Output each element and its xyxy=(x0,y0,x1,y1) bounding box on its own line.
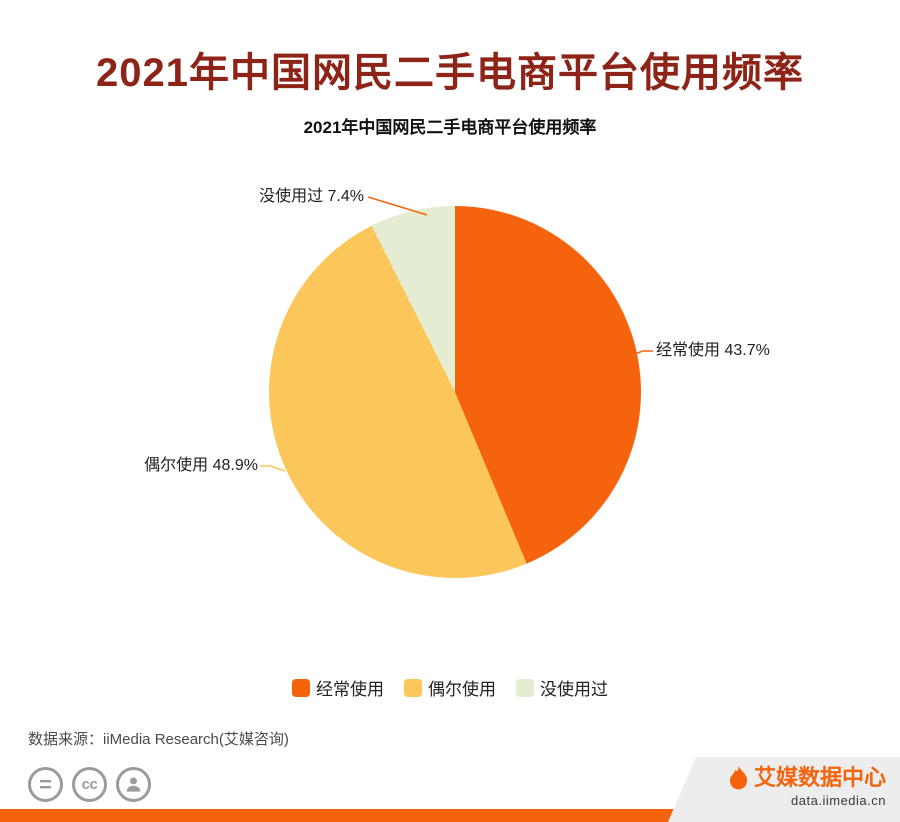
legend-item-occasional: 偶尔使用 xyxy=(404,675,496,700)
legend: 经常使用 偶尔使用 没使用过 xyxy=(0,675,900,700)
legend-item-never: 没使用过 xyxy=(516,675,608,700)
iimedia-logo-icon xyxy=(727,764,750,791)
legend-label-occasional: 偶尔使用 xyxy=(428,680,496,699)
equals-icon: = xyxy=(28,767,63,802)
slice-label-never: 没使用过 7.4% xyxy=(259,188,364,205)
chart-title: 2021年中国网民二手电商平台使用频率 xyxy=(303,118,597,137)
legend-swatch-occasional xyxy=(404,678,422,697)
legend-item-often: 经常使用 xyxy=(292,675,384,700)
legend-label-often: 经常使用 xyxy=(316,680,384,699)
legend-swatch-often xyxy=(292,678,310,697)
person-glyph xyxy=(126,777,141,792)
pie-chart xyxy=(269,206,641,578)
slice-label-often: 经常使用 43.7% xyxy=(656,342,770,359)
cc-glyph: cc xyxy=(81,776,98,793)
cc-icon: cc xyxy=(72,767,107,802)
legend-swatch-never xyxy=(516,678,534,697)
brand-ribbon: 艾媒数据中心 data.iimedia.cn xyxy=(668,757,900,822)
leader-line-occasional xyxy=(260,465,286,472)
brand-name: 艾媒数据中心 xyxy=(753,764,886,790)
page-title: 2021年中国网民二手电商平台使用频率 xyxy=(96,51,804,95)
data-source: 数据来源：iiMedia Research(艾媒咨询) xyxy=(28,731,289,748)
equals-glyph: = xyxy=(39,771,52,797)
brand-row: 艾媒数据中心 xyxy=(668,764,900,791)
license-icons: = cc xyxy=(28,767,151,802)
slice-label-occasional: 偶尔使用 48.9% xyxy=(144,457,258,474)
brand-url: data.iimedia.cn xyxy=(791,793,886,808)
legend-label-never: 没使用过 xyxy=(540,680,608,699)
person-icon xyxy=(116,767,151,802)
